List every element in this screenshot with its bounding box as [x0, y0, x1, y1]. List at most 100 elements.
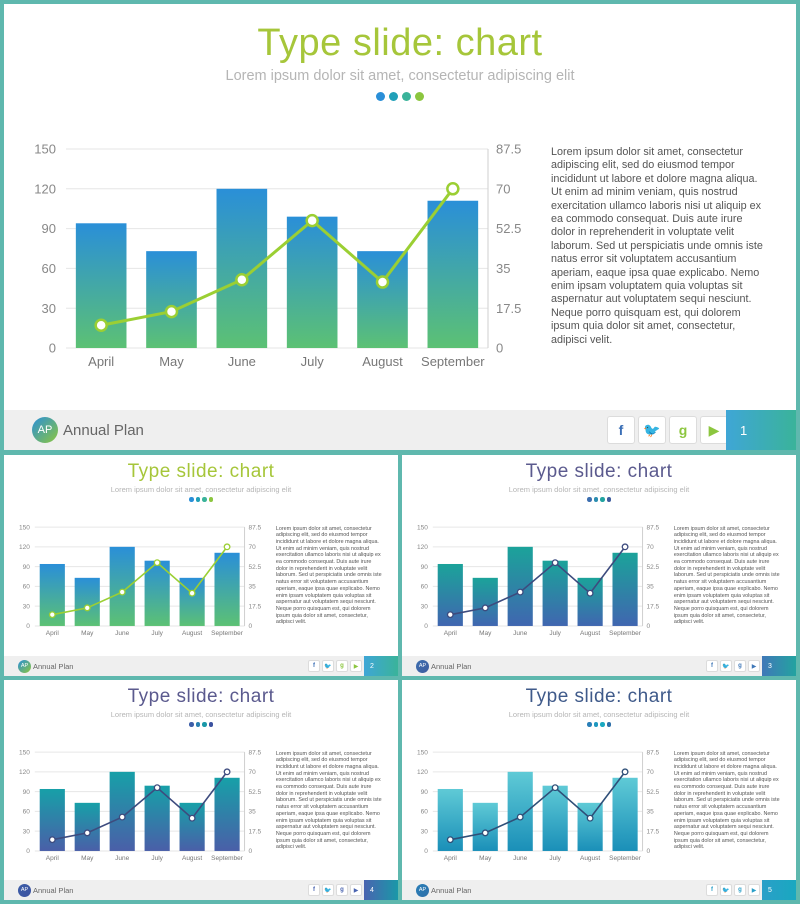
y-tick-label: 0	[49, 341, 56, 356]
slide-4[interactable]: Type slide: chart Lorem ipsum dolor sit a…	[4, 680, 398, 900]
body-paragraph: Lorem ipsum dolor sit amet, consectetur …	[673, 750, 780, 851]
x-tick-label: July	[549, 630, 561, 637]
youtube-button[interactable]: ▶	[748, 884, 760, 896]
footer-label: Annual Plan	[33, 886, 74, 895]
bar-may	[74, 802, 100, 851]
combo-chart: 0 30 60 90 120 150 0 17.5 35 52.5 70 87.5 April May Ju…	[34, 142, 521, 369]
line-point-august	[586, 814, 594, 822]
line-point-september	[621, 543, 629, 551]
google-plus-button[interactable]: g	[734, 884, 746, 896]
x-tick-label: August	[182, 630, 202, 637]
decorative-dot	[202, 722, 207, 727]
slide-subtitle: Lorem ipsum dolor sit amet, consectetur …	[225, 68, 575, 84]
y2-tick-label: 70	[249, 769, 257, 776]
bar-july	[286, 216, 338, 348]
facebook-button[interactable]: f	[706, 660, 718, 672]
line-series	[100, 187, 455, 327]
line-point-july	[551, 784, 559, 792]
decorative-dot	[389, 92, 398, 101]
y2-tick-label: 35	[249, 584, 257, 591]
decorative-dot	[195, 722, 200, 727]
decorative-dot	[600, 497, 605, 502]
y2-tick-label: 87.5	[249, 749, 262, 756]
slide-1[interactable]: Type slide: chart Lorem ipsum dolor sit a…	[4, 4, 796, 450]
x-tick-label: April	[444, 855, 458, 862]
page-number: 1	[726, 410, 796, 450]
y2-tick-label: 35	[647, 809, 655, 816]
twitter-button[interactable]: 🐦	[720, 884, 732, 896]
page-number: 3	[762, 656, 796, 676]
line-point-july	[551, 559, 559, 567]
line-point-june	[118, 588, 126, 596]
y-tick-label: 30	[421, 828, 429, 835]
line-point-may	[83, 604, 91, 612]
decorative-dot	[587, 497, 592, 502]
facebook-button[interactable]: f	[607, 416, 635, 444]
decorative-dot	[208, 497, 213, 502]
google-plus-button[interactable]: g	[669, 416, 697, 444]
facebook-icon: f	[313, 663, 315, 669]
y2-tick-label: 70	[647, 769, 655, 776]
y-tick-label: 150	[417, 524, 428, 531]
page-number: 4	[364, 880, 398, 900]
x-tick-label: July	[151, 630, 163, 637]
slide-3[interactable]: Type slide: chart Lorem ipsum dolor sit a…	[402, 455, 796, 676]
twitter-button[interactable]: 🐦	[322, 884, 334, 896]
line-point-june	[235, 273, 249, 287]
y-tick-label: 120	[417, 769, 428, 776]
page-number: 5	[762, 880, 796, 900]
google-plus-icon: g	[678, 422, 688, 438]
facebook-button[interactable]: f	[308, 884, 320, 896]
x-tick-label: May	[81, 855, 94, 862]
y-tick-label: 90	[421, 789, 429, 796]
y2-tick-label: 70	[249, 544, 257, 551]
youtube-icon: ▶	[708, 421, 720, 438]
facebook-button[interactable]: f	[706, 884, 718, 896]
youtube-button[interactable]: ▶	[350, 884, 362, 896]
line-point-may	[83, 829, 91, 837]
line-series	[450, 546, 626, 616]
facebook-button[interactable]: f	[308, 660, 320, 672]
twitter-button[interactable]: 🐦	[322, 660, 334, 672]
youtube-button[interactable]: ▶	[748, 660, 760, 672]
line-point-may	[481, 604, 489, 612]
line-point-september	[621, 768, 629, 776]
decorative-dot	[587, 722, 592, 727]
y2-tick-label: 0	[647, 623, 651, 630]
y-tick-label: 60	[23, 809, 31, 816]
line-point-august	[188, 589, 196, 597]
page-number-label: 3	[768, 662, 772, 670]
twitter-icon: 🐦	[324, 887, 332, 894]
twitter-button[interactable]: 🐦	[720, 660, 732, 672]
x-tick-label: September	[211, 630, 244, 637]
y-tick-label: 90	[23, 789, 31, 796]
y2-tick-label: 17.5	[647, 603, 660, 610]
slide-footer: AP Annual Plan f 🐦 g ▶	[4, 656, 398, 676]
y-tick-label: 30	[42, 301, 56, 316]
combo-chart: 0 30 60 90 120 150 0 17.5 35 52.5 70 87.5 April May Ju…	[19, 524, 262, 637]
line-point-july	[153, 784, 161, 792]
slide-2[interactable]: Type slide: chart Lorem ipsum dolor sit a…	[4, 455, 398, 676]
line-point-april	[446, 611, 454, 619]
x-tick-label: August	[362, 354, 403, 369]
line-point-september	[223, 543, 231, 551]
twitter-icon: 🐦	[722, 663, 730, 670]
y-tick-label: 150	[19, 749, 30, 756]
youtube-button[interactable]: ▶	[700, 416, 728, 444]
line-point-may	[481, 829, 489, 837]
facebook-icon: f	[711, 887, 713, 893]
y2-tick-label: 52.5	[647, 789, 660, 796]
slide-5[interactable]: Type slide: chart Lorem ipsum dolor sit a…	[402, 680, 796, 900]
bar-september	[612, 777, 638, 851]
x-tick-label: June	[228, 354, 256, 369]
google-plus-button[interactable]: g	[336, 660, 348, 672]
google-plus-button[interactable]: g	[336, 884, 348, 896]
bar-may	[74, 577, 100, 626]
youtube-button[interactable]: ▶	[350, 660, 362, 672]
y2-tick-label: 87.5	[249, 524, 262, 531]
line-point-august	[586, 589, 594, 597]
decorative-dot	[376, 92, 385, 101]
twitter-button[interactable]: 🐦	[638, 416, 666, 444]
google-plus-button[interactable]: g	[734, 660, 746, 672]
line-point-june	[118, 813, 126, 821]
